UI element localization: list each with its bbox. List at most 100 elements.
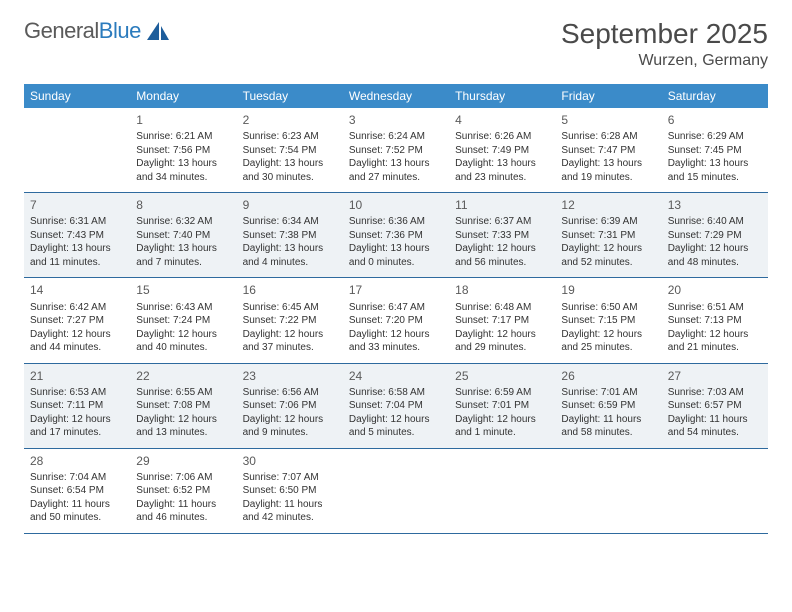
day-number: 17 [349,282,443,298]
sunrise-line: Sunrise: 6:23 AM [243,130,337,144]
sunrise-line: Sunrise: 6:48 AM [455,301,549,315]
day-header: Tuesday [237,84,343,108]
sunrise-line: Sunrise: 6:43 AM [136,301,230,315]
sunset-line: Sunset: 7:20 PM [349,314,443,328]
sunrise-line: Sunrise: 6:24 AM [349,130,443,144]
sunset-line: Sunset: 7:56 PM [136,144,230,158]
sunrise-line: Sunrise: 6:55 AM [136,386,230,400]
sunset-line: Sunset: 7:49 PM [455,144,549,158]
day-number: 26 [561,368,655,384]
day-number: 22 [136,368,230,384]
daylight-line: Daylight: 12 hours and 13 minutes. [136,413,230,440]
day-cell: 11 Sunrise: 6:37 AMSunset: 7:33 PMDayligh… [449,193,555,277]
sunset-line: Sunset: 7:52 PM [349,144,443,158]
sunset-line: Sunset: 7:47 PM [561,144,655,158]
day-cell: 10Sunrise: 6:36 AMSunset: 7:36 PMDayligh… [343,193,449,277]
sunset-line: Sunset: 7:11 PM [30,399,124,413]
sunset-line: Sunset: 6:57 PM [668,399,762,413]
sunset-line: Sunset: 7:33 PM [455,229,549,243]
sunrise-line: Sunrise: 6:56 AM [243,386,337,400]
sunrise-line: Sunrise: 7:07 AM [243,471,337,485]
sunset-line: Sunset: 7:06 PM [243,399,337,413]
week-row: 21Sunrise: 6:53 AMSunset: 7:11 PMDayligh… [24,364,768,449]
day-number: 27 [668,368,762,384]
daylight-line: Daylight: 13 hours and 7 minutes. [136,242,230,269]
day-number: 5 [561,112,655,128]
sunset-line: Sunset: 7:15 PM [561,314,655,328]
sail-icon [145,20,171,42]
day-number: 30 [243,453,337,469]
sunset-line: Sunset: 7:43 PM [30,229,124,243]
sunrise-line: Sunrise: 6:50 AM [561,301,655,315]
day-cell: 23Sunrise: 6:56 AMSunset: 7:06 PMDayligh… [237,364,343,448]
daylight-line: Daylight: 13 hours and 15 minutes. [668,157,762,184]
day-cell: 13Sunrise: 6:40 AMSunset: 7:29 PMDayligh… [662,193,768,277]
logo-part1: General [24,18,99,43]
day-cell [343,449,449,533]
day-header: Monday [130,84,236,108]
sunset-line: Sunset: 7:54 PM [243,144,337,158]
sunrise-line: Sunrise: 6:40 AM [668,215,762,229]
daylight-line: Daylight: 12 hours and 33 minutes. [349,328,443,355]
daylight-line: Daylight: 11 hours and 54 minutes. [668,413,762,440]
day-cell: 18Sunrise: 6:48 AMSunset: 7:17 PMDayligh… [449,278,555,362]
daylight-line: Daylight: 11 hours and 46 minutes. [136,498,230,525]
sunrise-line: Sunrise: 7:03 AM [668,386,762,400]
daylight-line: Daylight: 12 hours and 29 minutes. [455,328,549,355]
day-cell: 19Sunrise: 6:50 AMSunset: 7:15 PMDayligh… [555,278,661,362]
day-number: 10 [349,197,443,213]
day-number: 11 [455,197,549,213]
logo-text: GeneralBlue [24,18,141,44]
day-cell: 9Sunrise: 6:34 AMSunset: 7:38 PMDaylight… [237,193,343,277]
daylight-line: Daylight: 13 hours and 27 minutes. [349,157,443,184]
day-cell: 4Sunrise: 6:26 AMSunset: 7:49 PMDaylight… [449,108,555,192]
sunrise-line: Sunrise: 6:28 AM [561,130,655,144]
sunrise-line: Sunrise: 6:31 AM [30,215,124,229]
sunset-line: Sunset: 7:01 PM [455,399,549,413]
daylight-line: Daylight: 12 hours and 17 minutes. [30,413,124,440]
daylight-line: Daylight: 13 hours and 19 minutes. [561,157,655,184]
day-number: 14 [30,282,124,298]
day-header: Saturday [662,84,768,108]
day-number: 8 [136,197,230,213]
daylight-line: Daylight: 13 hours and 11 minutes. [30,242,124,269]
sunrise-line: Sunrise: 6:51 AM [668,301,762,315]
sunset-line: Sunset: 7:08 PM [136,399,230,413]
day-cell: 29Sunrise: 7:06 AMSunset: 6:52 PMDayligh… [130,449,236,533]
day-cell: 28Sunrise: 7:04 AMSunset: 6:54 PMDayligh… [24,449,130,533]
sunrise-line: Sunrise: 6:45 AM [243,301,337,315]
week-row: 1Sunrise: 6:21 AMSunset: 7:56 PMDaylight… [24,108,768,193]
month-title: September 2025 [561,18,768,50]
logo-part2: Blue [99,18,141,43]
day-cell: 20Sunrise: 6:51 AMSunset: 7:13 PMDayligh… [662,278,768,362]
sunrise-line: Sunrise: 7:04 AM [30,471,124,485]
daylight-line: Daylight: 12 hours and 1 minute. [455,413,549,440]
day-header: Friday [555,84,661,108]
daylight-line: Daylight: 13 hours and 30 minutes. [243,157,337,184]
day-number: 6 [668,112,762,128]
daylight-line: Daylight: 11 hours and 42 minutes. [243,498,337,525]
day-cell [449,449,555,533]
sunrise-line: Sunrise: 6:32 AM [136,215,230,229]
logo: GeneralBlue [24,18,171,44]
sunset-line: Sunset: 7:38 PM [243,229,337,243]
day-number: 20 [668,282,762,298]
sunset-line: Sunset: 7:40 PM [136,229,230,243]
sunset-line: Sunset: 7:22 PM [243,314,337,328]
sunrise-line: Sunrise: 6:37 AM [455,215,549,229]
day-number: 25 [455,368,549,384]
daylight-line: Daylight: 11 hours and 50 minutes. [30,498,124,525]
daylight-line: Daylight: 13 hours and 0 minutes. [349,242,443,269]
daylight-line: Daylight: 13 hours and 34 minutes. [136,157,230,184]
daylight-line: Daylight: 12 hours and 37 minutes. [243,328,337,355]
day-cell: 16Sunrise: 6:45 AMSunset: 7:22 PMDayligh… [237,278,343,362]
sunrise-line: Sunrise: 6:21 AM [136,130,230,144]
day-cell: 1 Sunrise: 6:21 AMSunset: 7:56 PMDaylight… [130,108,236,192]
sunrise-line: Sunrise: 6:29 AM [668,130,762,144]
sunrise-line: Sunrise: 6:58 AM [349,386,443,400]
sunrise-line: Sunrise: 6:47 AM [349,301,443,315]
day-number: 1 [136,112,230,128]
day-cell: 21Sunrise: 6:53 AMSunset: 7:11 PMDayligh… [24,364,130,448]
daylight-line: Daylight: 12 hours and 52 minutes. [561,242,655,269]
daylight-line: Daylight: 12 hours and 56 minutes. [455,242,549,269]
